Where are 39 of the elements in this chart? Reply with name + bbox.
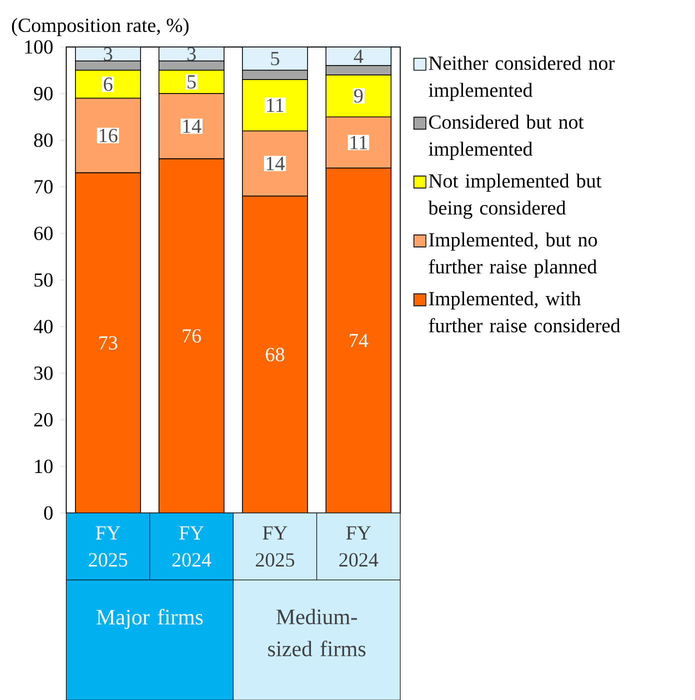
y-tick-label: 80 [34, 133, 53, 147]
y-tick-label: 60 [34, 226, 53, 240]
data-label: 16 [100, 128, 118, 142]
y-tick-label: 30 [34, 366, 53, 380]
y-tick-label: 20 [34, 413, 53, 427]
data-label: 14 [183, 120, 202, 133]
data-label: 9 [354, 89, 363, 103]
text: Medium-sized firms [268, 608, 366, 656]
legend-label: Neither considered nor implemented [428, 56, 615, 101]
data-label: 74 [350, 334, 368, 348]
x-tick-label: FY 2024 [172, 526, 212, 567]
y-tick-label: 40 [34, 320, 53, 334]
y-tick-label: 90 [34, 86, 53, 100]
data-label: 11 [350, 136, 367, 150]
data-label: 6 [104, 78, 112, 91]
text: Major firms [96, 608, 203, 630]
y-axis-title: (Composition rate, %) [12, 18, 189, 36]
data-label: 5 [271, 52, 280, 66]
y-tick-label: 50 [34, 273, 53, 287]
data-label: 3 [104, 47, 112, 61]
legend-label: Implemented, but no further raise planned [428, 232, 597, 278]
data-label: 11 [267, 98, 284, 112]
x-tick-label: FY 2024 [339, 526, 378, 567]
data-label: 5 [188, 75, 196, 89]
x-tick-label: FY 2025 [256, 526, 294, 567]
data-label: 14 [266, 156, 285, 170]
legend-label: Not implemented but being considered [428, 174, 602, 219]
data-label: 68 [266, 348, 284, 362]
data-label: 4 [354, 50, 364, 63]
data-label: 73 [99, 336, 118, 350]
data-label: 76 [182, 329, 201, 343]
legend-label: Implemented, with further raise considered [428, 291, 620, 332]
x-tick-label: FY 2025 [88, 526, 128, 567]
y-tick-label: 10 [35, 460, 53, 474]
y-tick-label: 70 [34, 180, 53, 194]
y-tick-label: 0 [44, 506, 53, 520]
data-label: 3 [187, 47, 196, 61]
y-tick-label: 100 [25, 40, 53, 54]
legend-label: Considered but not implemented [428, 114, 584, 160]
